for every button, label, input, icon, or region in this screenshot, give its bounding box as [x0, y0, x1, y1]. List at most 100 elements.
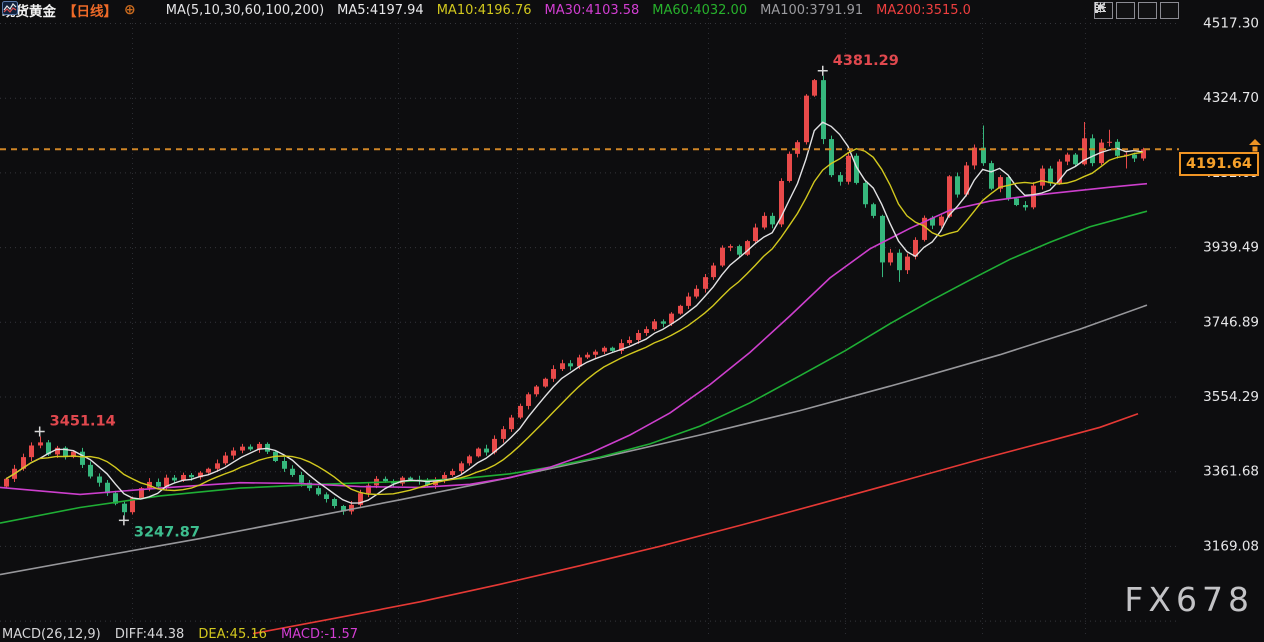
candle-body	[585, 354, 590, 358]
macd-settings-label: MACD(26,12,9)	[2, 627, 101, 642]
axis-tick-label: 4324.70	[1203, 90, 1259, 106]
candle-body	[998, 177, 1003, 189]
candle-body	[215, 463, 220, 469]
candle-body	[1048, 168, 1053, 184]
candle-body	[21, 457, 26, 469]
candle-body	[349, 504, 354, 512]
candle-body	[358, 493, 363, 505]
ma-settings-label: MA(5,10,30,60,100,200)	[165, 2, 325, 18]
candle-body	[1141, 149, 1146, 159]
candle-body	[593, 351, 598, 355]
candle-body	[795, 142, 800, 154]
candle-body	[299, 474, 304, 483]
candle-body	[652, 321, 657, 330]
candle-body	[854, 155, 859, 183]
candle-body	[905, 256, 910, 271]
candle-body	[627, 339, 632, 344]
ma-line-ma10	[5, 147, 1143, 496]
candle-body	[316, 488, 321, 495]
candle-body	[240, 446, 245, 451]
ma200-value: MA200:3515.0	[876, 2, 971, 18]
candle-body	[1073, 154, 1078, 165]
candle-body	[930, 217, 935, 226]
candle-body	[231, 450, 236, 456]
candle-body	[644, 329, 649, 334]
candle-body	[1040, 168, 1045, 186]
candle-body	[661, 321, 666, 324]
candle-body	[922, 217, 927, 240]
candle-body	[282, 460, 287, 469]
candle-body	[113, 493, 118, 504]
candle-body	[425, 481, 430, 486]
price-annotations: 3451.14 3247.87 4381.29	[34, 53, 899, 540]
ma5-value: MA5:4197.94	[337, 2, 424, 18]
y-axis-labels: 4517.304324.704132.093939.493746.893554.…	[1203, 16, 1259, 555]
candle-body	[172, 477, 177, 481]
candle-body	[787, 153, 792, 181]
candle-body	[156, 481, 161, 487]
macd-diff-value: DIFF:44.38	[114, 627, 185, 642]
candle-body	[257, 443, 262, 450]
candle-body	[728, 246, 733, 248]
ma-line-ma60	[0, 210, 1148, 524]
candle-body	[4, 478, 9, 487]
candle-body	[678, 305, 683, 314]
candle-body	[366, 485, 371, 494]
candle-body	[947, 176, 952, 217]
candle-body	[551, 369, 556, 379]
macd-indicator-bar: MACD(26,12,9) DIFF:44.38 DEA:45.16 MACD:…	[2, 627, 368, 642]
candle-body	[610, 347, 615, 351]
axis-tick-label: 3169.08	[1203, 538, 1259, 554]
chart-style-icon[interactable]	[2, 1, 159, 17]
candle-body	[518, 405, 523, 418]
candle-body	[492, 438, 497, 453]
candle-body	[1132, 154, 1137, 159]
extreme-price-label: 3451.14	[50, 414, 116, 430]
candle-body	[1014, 198, 1019, 206]
candles-layer	[4, 75, 1146, 516]
candle-body	[846, 155, 851, 182]
candle-body	[476, 448, 481, 457]
candle-body	[248, 446, 253, 450]
candle-body	[636, 333, 641, 340]
candle-body	[737, 246, 742, 255]
watermark: FX678	[1124, 580, 1254, 619]
candle-body	[955, 176, 960, 195]
ma-line-ma200	[252, 412, 1139, 635]
candle-body	[55, 447, 60, 455]
candle-body	[88, 464, 93, 477]
candle-body	[1065, 154, 1070, 162]
candle-body	[745, 241, 750, 255]
candle-body	[989, 163, 994, 189]
candle-body	[223, 455, 228, 464]
candle-body	[871, 204, 876, 216]
candle-body	[888, 252, 893, 263]
ma60-value: MA60:4032.00	[652, 2, 748, 18]
axis-tick-label: 3939.49	[1203, 240, 1259, 256]
auto-scale-icon[interactable]	[1095, 2, 1135, 19]
candle-body	[442, 474, 447, 481]
go-latest-icon[interactable]	[1095, 2, 1157, 19]
candle-body	[720, 247, 725, 266]
timeframe-label[interactable]: 【日线】	[63, 4, 117, 20]
candle-body	[619, 343, 624, 351]
axis-tick-label: 3554.29	[1203, 389, 1259, 405]
candle-body	[804, 95, 809, 143]
candle-body	[913, 239, 918, 257]
exit-chart-icon[interactable]	[1095, 2, 1179, 19]
extreme-price-label: 4381.29	[833, 53, 899, 69]
ma30-value: MA30:4103.58	[544, 2, 640, 18]
candle-body	[46, 442, 51, 455]
candle-body	[711, 265, 716, 278]
candle-body	[198, 472, 203, 478]
candle-body	[1006, 177, 1011, 199]
macd-value: MACD:-1.57	[281, 627, 359, 642]
candle-body	[1090, 138, 1095, 164]
candle-body	[450, 471, 455, 475]
candle-body	[130, 498, 135, 513]
candle-body	[863, 182, 868, 205]
candle-body	[459, 463, 464, 472]
add-indicator-icon[interactable]: ⊕	[124, 2, 136, 18]
